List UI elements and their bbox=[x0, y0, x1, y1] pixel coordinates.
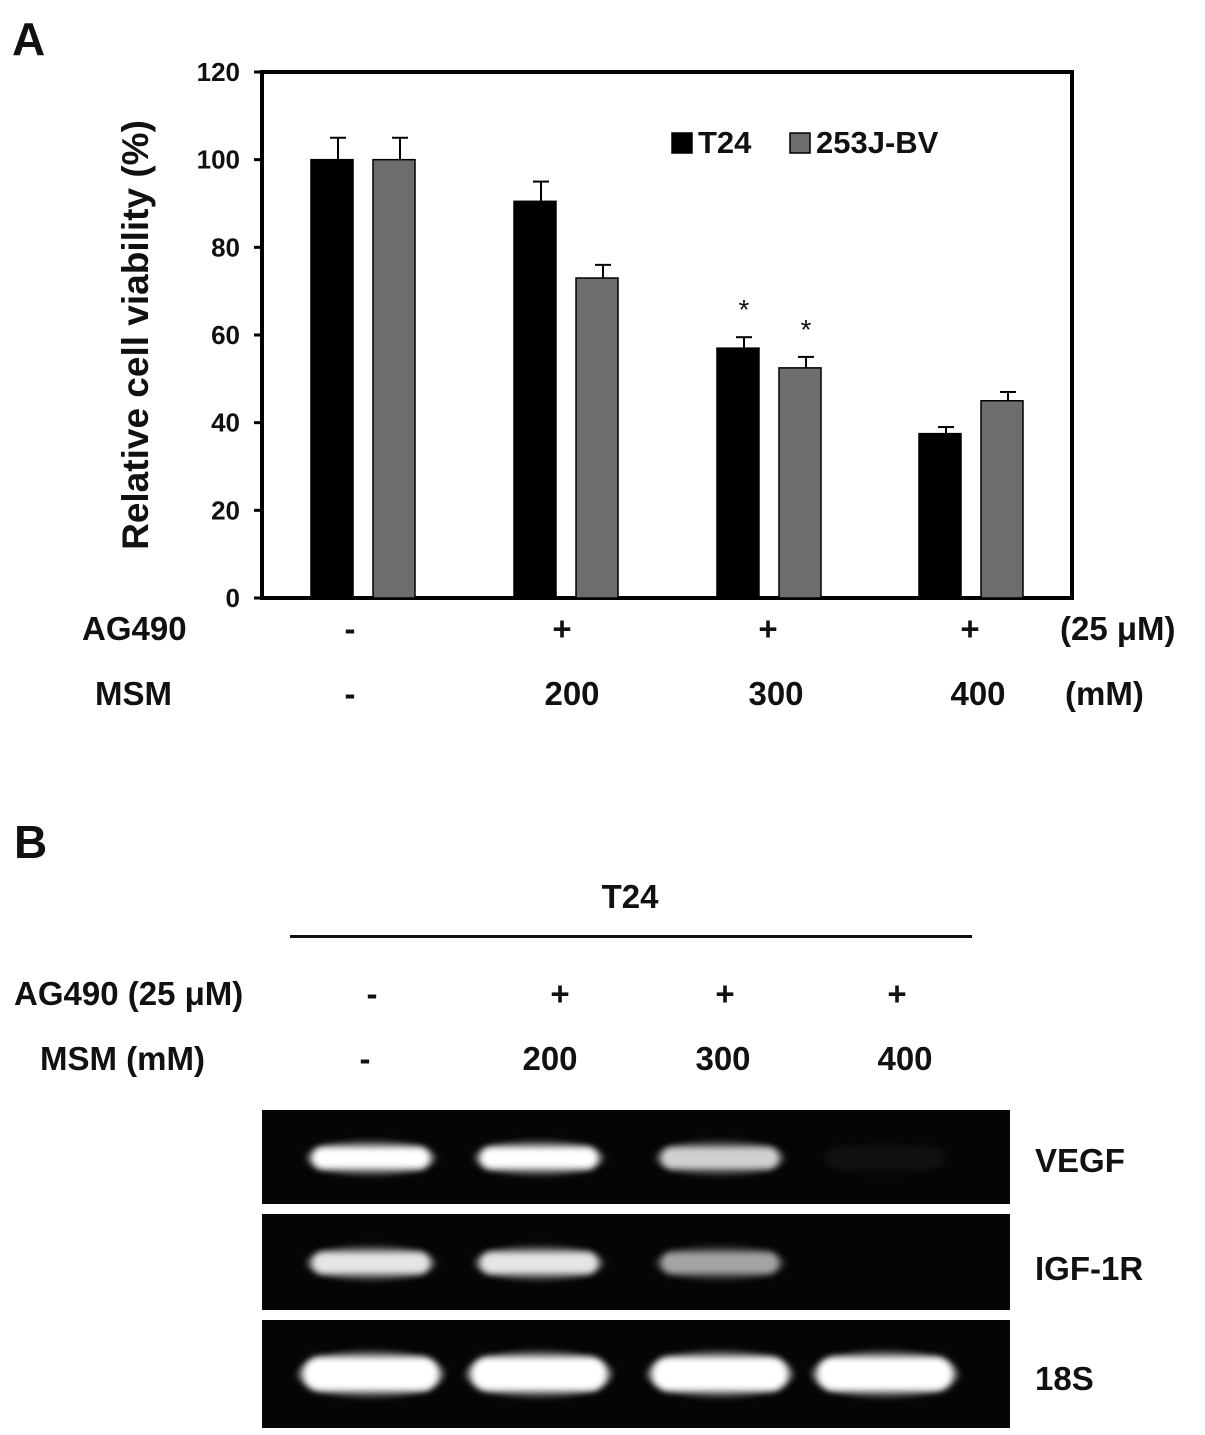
msm-value-4: 400 bbox=[950, 675, 1006, 712]
bar-t24 bbox=[310, 158, 354, 599]
b-msm-row-label: MSM (mM) bbox=[40, 1040, 205, 1077]
gel-band-vegf-lane-1 bbox=[312, 1147, 430, 1169]
b-ag490-row-label: AG490 (25 μM) bbox=[14, 975, 244, 1012]
gel-band-igf-1r-lane-3 bbox=[661, 1252, 779, 1274]
y-tick-label: 120 bbox=[197, 57, 240, 87]
gel-band-vegf-lane-2 bbox=[480, 1147, 598, 1169]
b-ag490-value-1: - bbox=[366, 975, 378, 1012]
gel-band-18s-lane-2 bbox=[471, 1357, 607, 1391]
ag490-value-2: + bbox=[552, 610, 572, 647]
panel-b-label: B bbox=[14, 816, 48, 868]
y-tick-label: 60 bbox=[211, 320, 240, 350]
msm-unit: (mM) bbox=[1065, 675, 1144, 712]
b-msm-value-3: 300 bbox=[695, 1040, 751, 1077]
ag490-value-3: + bbox=[758, 610, 778, 647]
gel-label-18s: 18S bbox=[1035, 1360, 1094, 1397]
y-tick-label: 20 bbox=[211, 495, 240, 525]
gel-label-vegf: VEGF bbox=[1035, 1142, 1125, 1179]
bar-253j-bv bbox=[575, 277, 619, 599]
gel-image bbox=[262, 1110, 1010, 1428]
gel-band-igf-1r-lane-1 bbox=[312, 1252, 430, 1274]
ag490-value-1: - bbox=[344, 610, 356, 647]
cell-line-bracket bbox=[290, 935, 972, 938]
bar-t24 bbox=[716, 347, 760, 599]
y-tick-label: 0 bbox=[226, 583, 240, 610]
significance-asterisk: * bbox=[739, 294, 750, 325]
cell-line-label: T24 bbox=[601, 878, 659, 915]
legend-swatch-253j-bv bbox=[789, 132, 811, 154]
ag490-row-label: AG490 bbox=[82, 610, 187, 647]
y-tick-label: 40 bbox=[211, 408, 240, 438]
gel-band-vegf-lane-4 bbox=[826, 1147, 944, 1169]
bar-chart: 0 20 40 60 80 100 120 Relative cell viability (… bbox=[115, 57, 1074, 610]
bar-253j-bv bbox=[372, 158, 416, 599]
y-axis-label: Relative cell viability (%) bbox=[115, 120, 156, 550]
ag490-unit: (25 μM) bbox=[1060, 610, 1176, 647]
gel-band-18s-lane-1 bbox=[303, 1357, 439, 1391]
legend-label-253j-bv: 253J-BV bbox=[816, 125, 939, 160]
gel-band-18s-lane-4 bbox=[817, 1357, 953, 1391]
gel-band-vegf-lane-3 bbox=[661, 1147, 779, 1169]
b-msm-value-1: - bbox=[359, 1040, 371, 1077]
significance-asterisk: * bbox=[801, 314, 812, 345]
bar-t24 bbox=[918, 432, 962, 599]
gel-band-igf-1r-lane-2 bbox=[480, 1252, 598, 1274]
gel-label-igf-1r: IGF-1R bbox=[1035, 1250, 1144, 1287]
b-ag490-value-2: + bbox=[550, 975, 570, 1012]
b-ag490-value-4: + bbox=[887, 975, 907, 1012]
panel-a-label: A bbox=[12, 13, 46, 65]
b-msm-value-2: 200 bbox=[522, 1040, 578, 1077]
msm-row-label: MSM bbox=[95, 675, 172, 712]
bar-253j-bv bbox=[980, 400, 1024, 599]
bar-t24 bbox=[513, 200, 557, 599]
y-tick-label: 80 bbox=[211, 232, 240, 262]
gel-band-18s-lane-3 bbox=[652, 1357, 788, 1391]
legend-label-t24: T24 bbox=[698, 125, 752, 160]
b-ag490-value-3: + bbox=[715, 975, 735, 1012]
bar-253j-bv bbox=[778, 367, 822, 599]
msm-value-3: 300 bbox=[748, 675, 804, 712]
msm-value-2: 200 bbox=[544, 675, 600, 712]
legend-swatch-t24 bbox=[671, 132, 693, 154]
ag490-value-4: + bbox=[960, 610, 980, 647]
y-tick-label: 100 bbox=[197, 145, 240, 175]
msm-value-1: - bbox=[344, 675, 356, 712]
b-msm-value-4: 400 bbox=[877, 1040, 933, 1077]
